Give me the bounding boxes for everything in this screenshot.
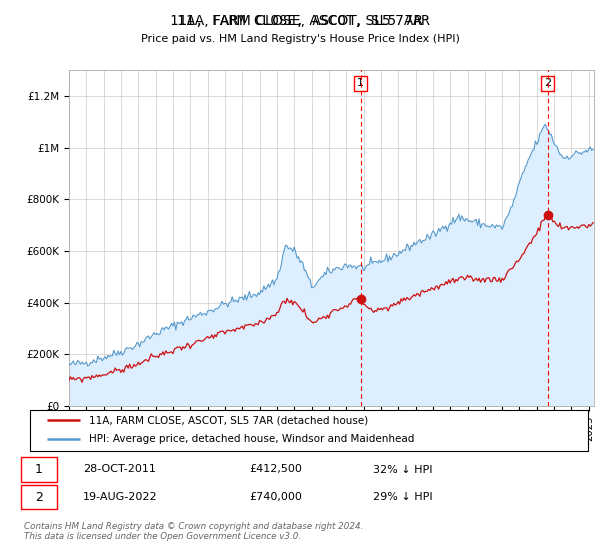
Text: 28-OCT-2011: 28-OCT-2011 xyxy=(83,464,156,474)
Text: 11A, FARM CLOSE, ASCOT, SL5 7AR: 11A, FARM CLOSE, ASCOT, SL5 7AR xyxy=(177,14,423,28)
Text: 2: 2 xyxy=(35,491,43,503)
Text: 1: 1 xyxy=(35,463,43,476)
Text: £740,000: £740,000 xyxy=(249,492,302,502)
Text: 2: 2 xyxy=(544,78,551,88)
Text: 29% ↓ HPI: 29% ↓ HPI xyxy=(373,492,433,502)
FancyBboxPatch shape xyxy=(21,457,58,482)
Text: 32% ↓ HPI: 32% ↓ HPI xyxy=(373,464,433,474)
Text: Price paid vs. HM Land Registry's House Price Index (HPI): Price paid vs. HM Land Registry's House … xyxy=(140,34,460,44)
Text: 19-AUG-2022: 19-AUG-2022 xyxy=(83,492,157,502)
Text: HPI: Average price, detached house, Windsor and Maidenhead: HPI: Average price, detached house, Wind… xyxy=(89,435,414,444)
Text: £412,500: £412,500 xyxy=(249,464,302,474)
Text: 11A, FARM CLOSE, ASCOT, SL5 7AR: 11A, FARM CLOSE, ASCOT, SL5 7AR xyxy=(170,14,430,28)
FancyBboxPatch shape xyxy=(21,485,58,510)
Text: Contains HM Land Registry data © Crown copyright and database right 2024.
This d: Contains HM Land Registry data © Crown c… xyxy=(24,522,364,542)
Text: 11A, FARM CLOSE, ASCOT, SL5 7AR (detached house): 11A, FARM CLOSE, ASCOT, SL5 7AR (detache… xyxy=(89,415,368,425)
Text: 1: 1 xyxy=(357,78,364,88)
